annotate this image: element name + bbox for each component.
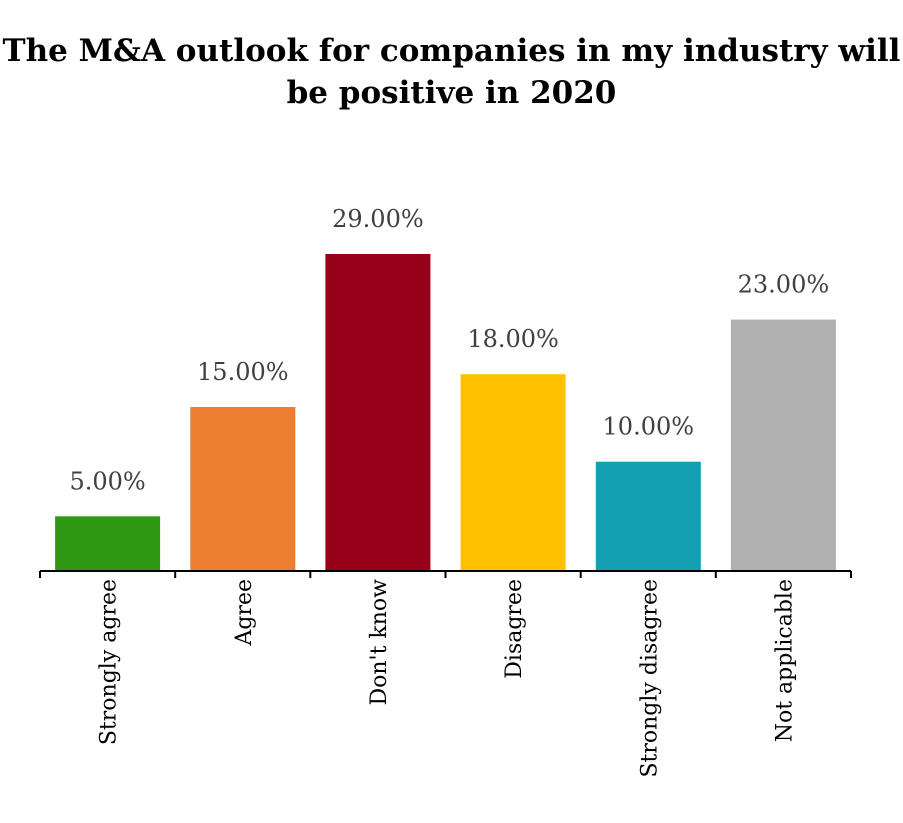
data-label-strongly-agree: 5.00% [69, 467, 145, 495]
tick-label-agree: Agree [232, 579, 257, 648]
bar-strongly-disagree [595, 461, 701, 571]
data-label-not-applicable: 23.00% [738, 271, 830, 299]
bar-strongly-agree [55, 516, 161, 571]
tick-label-not-applicable: Not applicable [772, 579, 797, 744]
data-label-agree: 15.00% [197, 358, 289, 386]
tick-label-strongly-agree: Strongly agree [97, 579, 122, 747]
data-label-disagree: 18.00% [467, 325, 559, 353]
tick-label-don-t-know: Don't know [367, 579, 392, 708]
chart-title: The M&A outlook for companies in my indu… [2, 33, 901, 111]
x-axis [39, 570, 852, 578]
bar-don-t-know [325, 254, 431, 571]
data-label-don-t-know: 29.00% [332, 205, 424, 233]
tick-label-disagree: Disagree [502, 579, 527, 681]
bar-agree [190, 407, 296, 571]
tick-label-strongly-disagree: Strongly disagree [637, 579, 662, 780]
labels-layer: 5.00% Strongly agree 15.00% Agree 29.00% D… [69, 205, 829, 780]
bars-layer [55, 254, 836, 571]
data-label-strongly-disagree: 10.00% [603, 413, 695, 441]
bar-not-applicable [730, 319, 836, 571]
bar-disagree [460, 374, 566, 571]
